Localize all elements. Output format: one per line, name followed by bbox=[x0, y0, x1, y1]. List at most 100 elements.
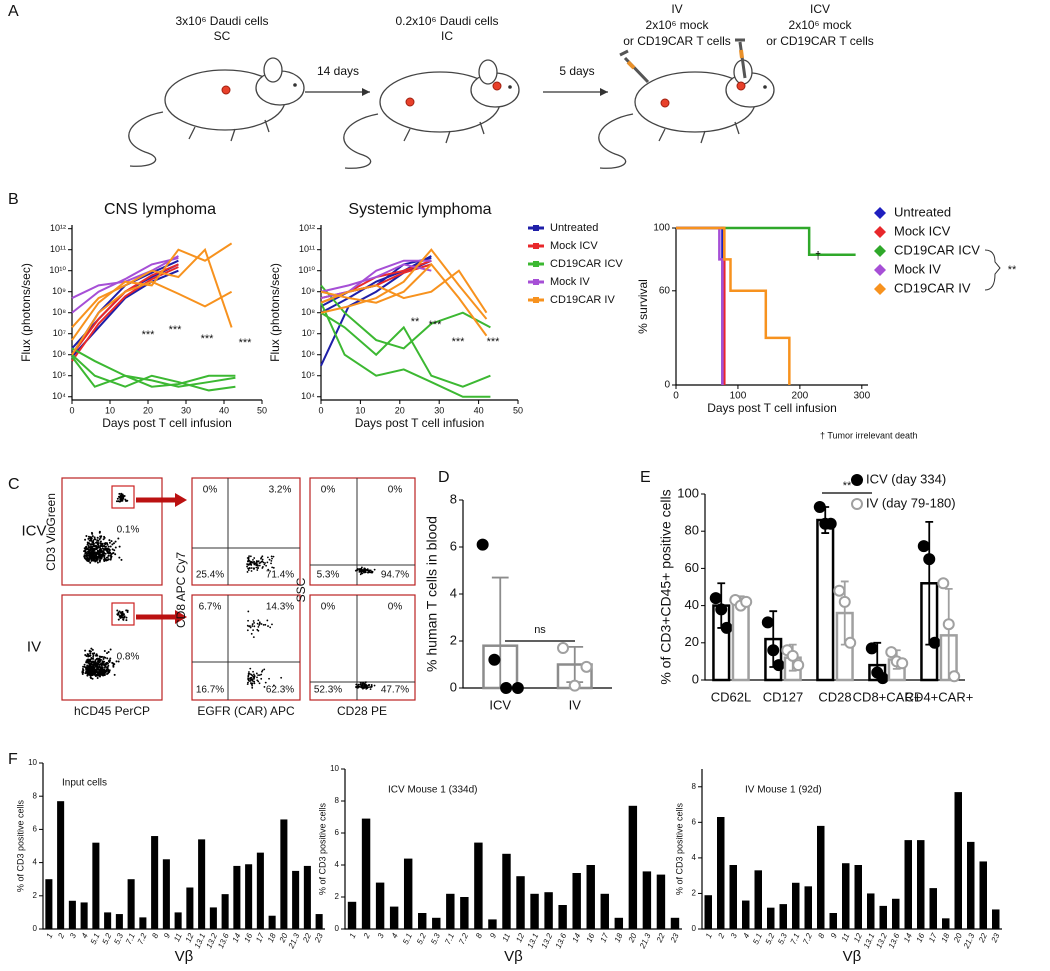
event-dot bbox=[253, 622, 255, 624]
event-dot bbox=[251, 623, 254, 626]
event-dot bbox=[93, 542, 96, 545]
event-dot bbox=[101, 666, 104, 669]
event-dot bbox=[247, 678, 250, 681]
x-tick-label: 4 bbox=[741, 931, 751, 939]
bar bbox=[292, 870, 300, 929]
event-dot bbox=[253, 674, 256, 677]
gate-percent: 0.1% bbox=[117, 525, 140, 536]
annotation: *** bbox=[429, 319, 443, 331]
event-dot bbox=[367, 568, 369, 571]
x-tick-label: 30 bbox=[181, 405, 191, 415]
bar bbox=[418, 913, 427, 929]
flow-axis-label: EGFR (CAR) APC bbox=[197, 704, 295, 718]
event-dot bbox=[359, 682, 362, 684]
event-dot bbox=[268, 558, 271, 561]
event-dot bbox=[95, 654, 98, 657]
y-axis-label: % of CD3+CD45+ positive cells bbox=[658, 489, 674, 684]
quadrant-percent: 25.4% bbox=[196, 570, 224, 581]
flow-plot-frame bbox=[309, 594, 416, 701]
y-tick-label: 2 bbox=[692, 889, 697, 898]
x-tick-label: 5.2 bbox=[764, 931, 777, 945]
event-dot bbox=[115, 660, 118, 663]
data-point bbox=[942, 618, 955, 631]
event-dot bbox=[96, 676, 99, 679]
x-tick-label: 5.3 bbox=[429, 931, 442, 945]
event-dot bbox=[260, 557, 262, 560]
event-dot bbox=[95, 541, 98, 544]
event-dot bbox=[82, 665, 85, 668]
event-dot bbox=[90, 546, 93, 549]
bar bbox=[460, 897, 469, 929]
syringe bbox=[619, 38, 747, 84]
event-dot bbox=[120, 558, 123, 561]
y-tick-label: 0 bbox=[664, 380, 670, 391]
mouse-line bbox=[320, 269, 488, 314]
event-dot bbox=[122, 618, 125, 621]
event-dot bbox=[258, 624, 261, 626]
event-dot bbox=[92, 657, 95, 660]
event-dot bbox=[101, 655, 104, 658]
bar bbox=[729, 865, 737, 929]
event-dot bbox=[83, 554, 86, 557]
event-dot bbox=[364, 568, 366, 571]
data-point bbox=[786, 649, 799, 662]
y-tick-label: 10⁴ bbox=[52, 391, 66, 401]
event-dot bbox=[109, 545, 112, 548]
event-dot bbox=[366, 687, 368, 690]
event-dot bbox=[103, 660, 106, 663]
event-dot bbox=[109, 648, 112, 651]
bar bbox=[817, 825, 825, 929]
event-dot bbox=[118, 610, 121, 613]
axis-line bbox=[462, 500, 612, 689]
quadrant-percent: 16.7% bbox=[196, 685, 224, 696]
event-dot bbox=[116, 609, 119, 612]
event-dot bbox=[369, 569, 372, 572]
event-dot bbox=[256, 569, 259, 571]
event-dot bbox=[86, 674, 89, 677]
data-point bbox=[488, 653, 501, 666]
event-dot bbox=[98, 530, 101, 533]
event-dot bbox=[255, 563, 258, 566]
event-dot bbox=[103, 650, 106, 653]
event-dot bbox=[89, 539, 92, 542]
bar bbox=[614, 917, 624, 929]
event-dot bbox=[81, 672, 84, 675]
survival-curve bbox=[676, 226, 856, 256]
event-dot bbox=[95, 546, 98, 549]
event-dot bbox=[88, 667, 91, 670]
bar bbox=[731, 600, 750, 682]
event-dot bbox=[264, 623, 267, 626]
y-tick-label: 0 bbox=[692, 924, 697, 933]
x-tick-label: 8 bbox=[816, 931, 826, 939]
schematic-text: ICV bbox=[810, 2, 830, 16]
event-dot bbox=[253, 557, 256, 559]
y-tick-label: 10⁷ bbox=[53, 328, 66, 338]
event-dot bbox=[252, 636, 255, 639]
data-point bbox=[568, 679, 581, 692]
event-dot bbox=[87, 537, 90, 540]
event-dot bbox=[263, 563, 266, 566]
event-dot bbox=[99, 556, 102, 559]
event-dot bbox=[251, 679, 254, 682]
x-axis-label: Vβ bbox=[843, 948, 862, 965]
schematic-text: 0.2x10⁶ Daudi cells bbox=[396, 14, 499, 28]
event-dot bbox=[247, 567, 249, 570]
x-tick-label: 100 bbox=[730, 391, 747, 402]
x-tick-label: 20 bbox=[626, 931, 639, 944]
row-label: IV bbox=[27, 638, 41, 655]
event-dot bbox=[251, 684, 254, 687]
event-dot bbox=[257, 680, 260, 683]
bar bbox=[892, 898, 900, 929]
gate bbox=[111, 485, 135, 509]
event-dot bbox=[264, 681, 267, 684]
event-dot bbox=[123, 616, 126, 619]
x-tick-label: 1 bbox=[704, 932, 714, 940]
event-dot bbox=[93, 552, 96, 555]
schematic-text: or CD19CAR T cells bbox=[766, 34, 874, 48]
event-dot bbox=[90, 551, 93, 554]
bar bbox=[767, 907, 775, 929]
event-dot bbox=[264, 562, 266, 564]
event-dot bbox=[85, 547, 88, 550]
x-tick-label: 5.3 bbox=[776, 931, 789, 945]
gate-arrow-head bbox=[175, 610, 187, 624]
